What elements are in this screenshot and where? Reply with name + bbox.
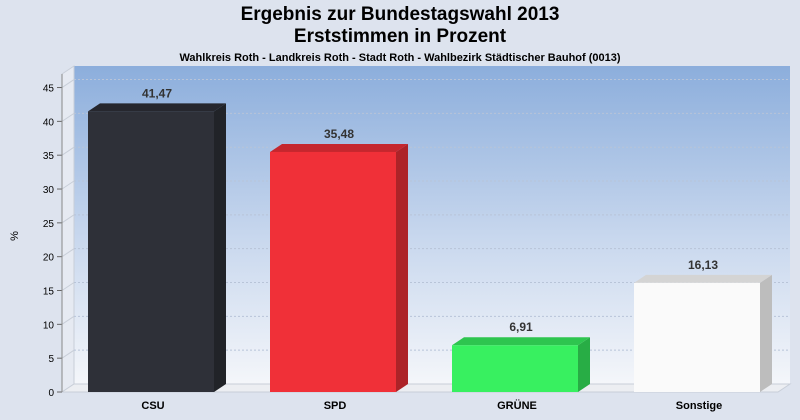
grid-line-side	[61, 349, 75, 359]
y-tick-label: 45	[43, 84, 55, 95]
bar-grüne: 6,91	[452, 320, 590, 392]
y-tick-label: 40	[43, 117, 55, 128]
data-label: 35,48	[324, 127, 354, 141]
y-tick-label: 20	[43, 253, 55, 264]
title-block: Ergebnis zur Bundestagswahl 2013 Erststi…	[0, 4, 800, 64]
y-tick-label: 15	[43, 287, 55, 298]
bar-front	[88, 111, 214, 392]
bar-top	[452, 337, 590, 346]
grid-line-side	[61, 79, 75, 88]
chart-title: Ergebnis zur Bundestagswahl 2013	[240, 4, 560, 25]
bar-front	[270, 151, 396, 392]
x-tick-label: Sonstige	[676, 400, 722, 412]
bar-side	[578, 337, 590, 392]
y-tick-label: 0	[48, 388, 54, 399]
grid-line-side	[61, 214, 75, 224]
x-tick-label: CSU	[141, 400, 164, 412]
data-label: 6,91	[509, 320, 533, 334]
y-tick-label: 10	[43, 320, 55, 331]
bar-top	[88, 103, 226, 112]
bar-sonstige: 16,13	[634, 258, 772, 392]
bar-top	[634, 274, 772, 283]
chart-title-line2: Erststimmen in Prozent	[293, 26, 507, 47]
grid-line-side	[61, 180, 75, 190]
bar-front	[634, 282, 760, 392]
x-tick-label: SPD	[324, 400, 347, 412]
grid-line-side	[61, 146, 75, 156]
bar-side	[214, 103, 226, 392]
x-tick-label: GRÜNE	[497, 399, 537, 412]
y-tick-label: 5	[48, 354, 54, 365]
grid-line-side	[61, 282, 75, 291]
bar-spd: 35,48	[270, 127, 408, 392]
grid-line-side	[61, 315, 75, 325]
data-label: 16,13	[688, 258, 718, 272]
y-tick-label: 35	[43, 151, 55, 162]
grid-line-side	[61, 112, 75, 122]
bar-csu: 41,47	[88, 86, 226, 392]
y-axis-label: %	[9, 231, 21, 241]
bar-side	[396, 143, 408, 392]
bar-side	[760, 274, 772, 392]
grid-line-side	[61, 248, 75, 258]
y-tick-label: 25	[43, 219, 55, 230]
bar-top	[270, 143, 408, 152]
data-label: 41,47	[142, 86, 172, 100]
y-tick-label: 30	[43, 185, 55, 196]
bar-front	[452, 345, 578, 392]
chart-subtitle: Wahlkreis Roth - Landkreis Roth - Stadt …	[179, 52, 621, 64]
